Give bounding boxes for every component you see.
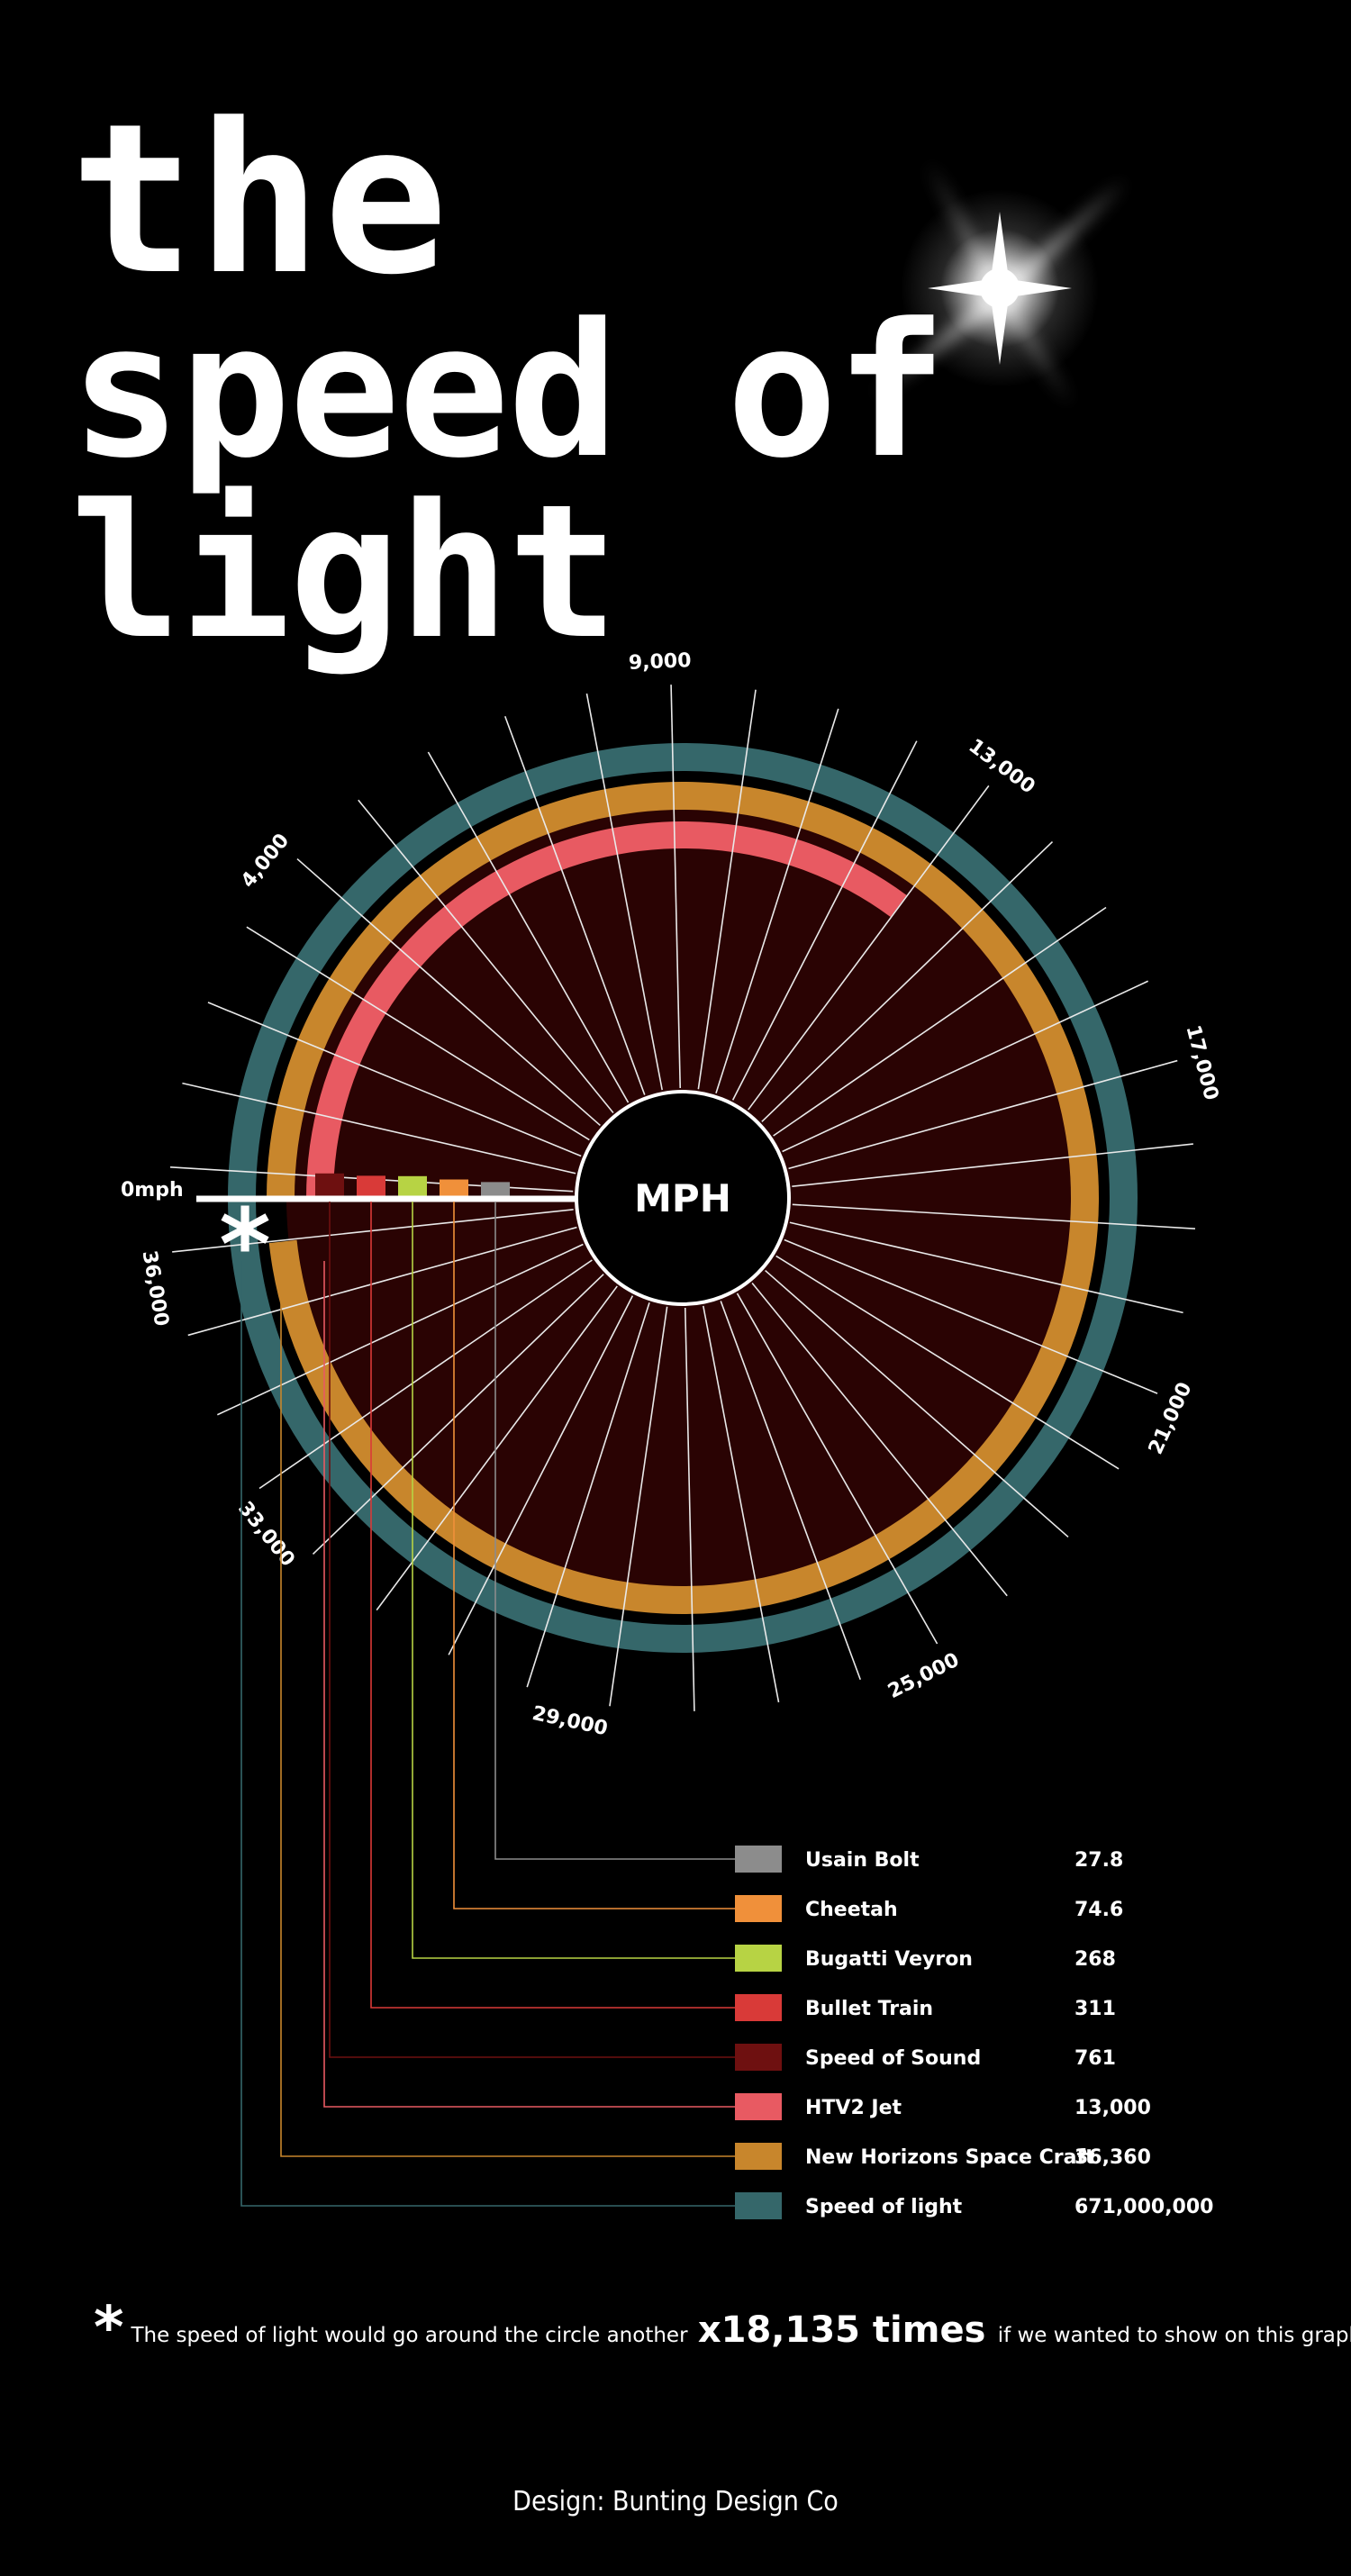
spoke-line	[792, 1143, 1193, 1187]
legend-connector	[280, 1261, 735, 2157]
spoke-line	[358, 799, 614, 1113]
spoke-line	[788, 1059, 1178, 1170]
spoke-line	[182, 1082, 576, 1175]
overflow-asterisk: *	[219, 1187, 271, 1302]
legend-swatch-cheetah	[735, 1895, 782, 1922]
spoke-line	[773, 906, 1107, 1137]
spoke-line	[775, 1255, 1120, 1470]
spoke-line	[526, 1302, 650, 1688]
legend-connector	[494, 1202, 735, 1860]
tick-label: 4,000	[237, 830, 294, 893]
legend-value-bugatti-veyron: 268	[1074, 1948, 1116, 1971]
title-line-1: the	[70, 80, 450, 321]
zero-label: 0mph	[121, 1179, 184, 1202]
spoke-line	[312, 1274, 604, 1556]
legend-value-htv2-jet: 13,000	[1074, 2097, 1151, 2119]
spoke-line	[376, 1285, 618, 1611]
spoke-line	[784, 1238, 1158, 1394]
legend-swatch-usain-bolt	[735, 1846, 782, 1873]
legend-connector	[329, 1202, 735, 2058]
spoke-line	[782, 980, 1149, 1153]
center-label: MPH	[634, 1176, 731, 1220]
design-credit: Design: Bunting Design Co	[512, 2486, 839, 2517]
spoke-line	[172, 1209, 574, 1253]
legend-label-bullet-train: Bullet Train	[805, 1998, 933, 2020]
bar-bugatti-veyron	[398, 1175, 427, 1198]
legend-value-cheetah: 74.6	[1074, 1899, 1123, 1921]
tick-label: 33,000	[233, 1498, 299, 1572]
spoke-line	[296, 857, 601, 1127]
spoke-line	[216, 1243, 584, 1416]
tick-label: 36,000	[138, 1249, 173, 1329]
spoke-line	[792, 1203, 1196, 1229]
spoke-line	[670, 685, 682, 1089]
footnote-prefix: The speed of light would go around the c…	[131, 2324, 688, 2347]
spoke-line	[585, 693, 663, 1091]
bar-speed-of-sound	[315, 1173, 344, 1198]
spoke-line	[246, 926, 590, 1141]
spoke-line	[765, 1269, 1069, 1538]
legend-value-speed-of-light: 671,000,000	[1074, 2196, 1213, 2218]
legend-swatch-new-horizons-space-craft	[735, 2143, 782, 2170]
page-title: the speed of light	[70, 80, 1351, 681]
spoke-line	[736, 1293, 938, 1645]
legend-label-new-horizons-space-craft: New Horizons Space Craft	[805, 2146, 1095, 2169]
footnote-highlight: x18,135 times	[697, 2309, 986, 2351]
spoke-line	[697, 689, 757, 1090]
legend-connector	[453, 1202, 735, 1909]
legend-connector	[412, 1202, 735, 1959]
spoke-line	[258, 1259, 593, 1490]
legend-connector	[323, 1261, 735, 2108]
spoke-line	[748, 785, 990, 1111]
legend-swatch-speed-of-sound	[735, 2044, 782, 2071]
bar-cheetah	[440, 1179, 468, 1198]
footnote: * The speed of light would go around the …	[94, 2295, 1351, 2362]
title-line-2: speed of light	[70, 285, 947, 681]
legend-label-htv2-jet: HTV2 Jet	[805, 2097, 902, 2119]
spoke-line	[187, 1226, 577, 1337]
legend-label-speed-of-light: Speed of light	[805, 2196, 963, 2218]
legend-value-speed-of-sound: 761	[1074, 2047, 1116, 2070]
bar-usain-bolt	[481, 1182, 510, 1198]
spoke-line	[684, 1307, 695, 1711]
legend-value-bullet-train: 311	[1074, 1998, 1116, 2020]
spoke-line	[751, 1283, 1008, 1597]
legend-label-cheetah: Cheetah	[805, 1899, 898, 1921]
legend-swatch-htv2-jet	[735, 2093, 782, 2120]
bar-bullet-train	[357, 1175, 385, 1198]
spoke-line	[609, 1306, 668, 1707]
spoke-line	[761, 840, 1054, 1122]
legend-connector	[240, 1261, 735, 2207]
spoke-line	[703, 1305, 780, 1703]
spoke-line	[720, 1301, 862, 1681]
tick-label: 13,000	[965, 735, 1039, 799]
legend-swatch-bullet-train	[735, 1994, 782, 2021]
legend-label-bugatti-veyron: Bugatti Veyron	[805, 1948, 973, 1971]
legend-value-usain-bolt: 27.8	[1074, 1849, 1123, 1872]
legend-swatch-speed-of-light	[735, 2192, 782, 2219]
spoke-line	[715, 708, 839, 1093]
tick-label: 25,000	[884, 1649, 963, 1704]
bar-htv2-jet	[306, 821, 907, 1198]
legend-label-usain-bolt: Usain Bolt	[805, 1849, 920, 1872]
spoke-line	[448, 1295, 634, 1655]
footnote-asterisk: *	[94, 2295, 124, 2362]
spoke-line	[503, 715, 646, 1095]
spoke-line	[731, 740, 918, 1101]
tick-label: 17,000	[1181, 1023, 1222, 1102]
sparkle-star-icon	[874, 162, 1126, 405]
spoke-line	[789, 1221, 1183, 1314]
legend-swatch-bugatti-veyron	[735, 1945, 782, 1972]
spoke-line	[207, 1002, 582, 1157]
footnote-suffix: if we wanted to show on this graph.	[997, 2324, 1351, 2347]
legend-label-speed-of-sound: Speed of Sound	[805, 2047, 981, 2070]
tick-label: 9,000	[628, 649, 692, 675]
tick-label: 29,000	[530, 1702, 610, 1740]
spoke-line	[427, 751, 630, 1103]
legend-connector	[370, 1202, 735, 2009]
legend-value-new-horizons-space-craft: 36,360	[1074, 2146, 1151, 2169]
